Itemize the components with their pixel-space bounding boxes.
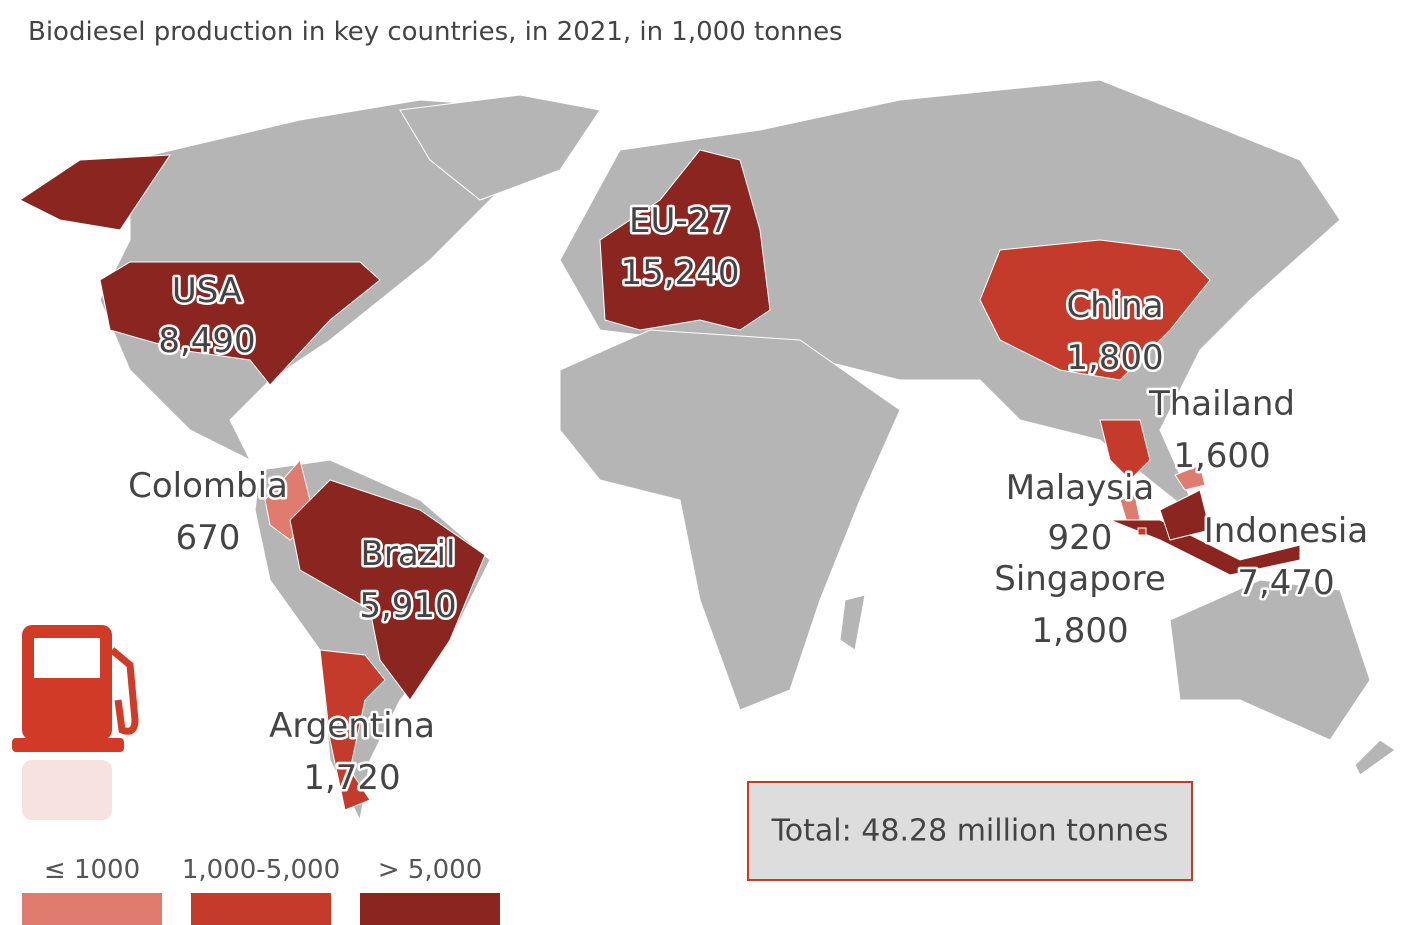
country-value: 1,720 [303,758,400,798]
title: Biodiesel production in key countries, i… [28,17,843,47]
country-shape [99,261,381,386]
country-shape [599,149,771,331]
country-value: 670 [176,518,241,558]
total-box: Total: 48.28 million tonnes [747,781,1193,881]
country-shape [19,154,171,231]
total: Total: 48.28 million tonnes [771,814,1169,849]
country-value: 1,600 [1173,436,1270,476]
country-value: 1,800 [1031,611,1128,651]
country-name: Colombia [128,466,288,506]
country-shape [1174,464,1206,491]
country-shape [979,239,1211,381]
country-name: Singapore [994,559,1166,599]
country-shape [1099,419,1151,481]
legend-label: 1,000-5,000 [182,855,340,885]
fuel-pump-icon [12,625,139,820]
country-name: China [1066,286,1163,326]
country-value: 920 [1048,518,1113,558]
legend-swatch [191,893,331,925]
country-value: 8,490 [158,321,255,361]
country-name: Thailand [1148,384,1295,424]
country-name: Indonesia [1204,511,1368,551]
country-name: EU-27 [629,201,731,241]
country-shape [289,479,486,701]
country-name: USA [172,271,242,311]
highlighted-countries [19,149,1301,811]
country-shape [319,649,386,811]
country-shape [1137,527,1147,536]
country-value: 7,470 [1237,563,1334,603]
legend-swatch [22,893,162,925]
country-shape [1159,489,1211,541]
legend-label: > 5,000 [378,855,482,885]
country-value: 15,240 [621,253,740,293]
country-value: 5,910 [359,586,456,626]
country-name: Malaysia [1006,468,1155,508]
legend: ≤ 1000 1,000-5,000 > 5,000 [22,855,500,925]
country-value: 1,800 [1066,338,1163,378]
legend-swatch [360,893,500,925]
country-name: Brazil [361,534,456,574]
legend-label: ≤ 1000 [44,855,140,885]
country-name: Argentina [269,706,435,746]
